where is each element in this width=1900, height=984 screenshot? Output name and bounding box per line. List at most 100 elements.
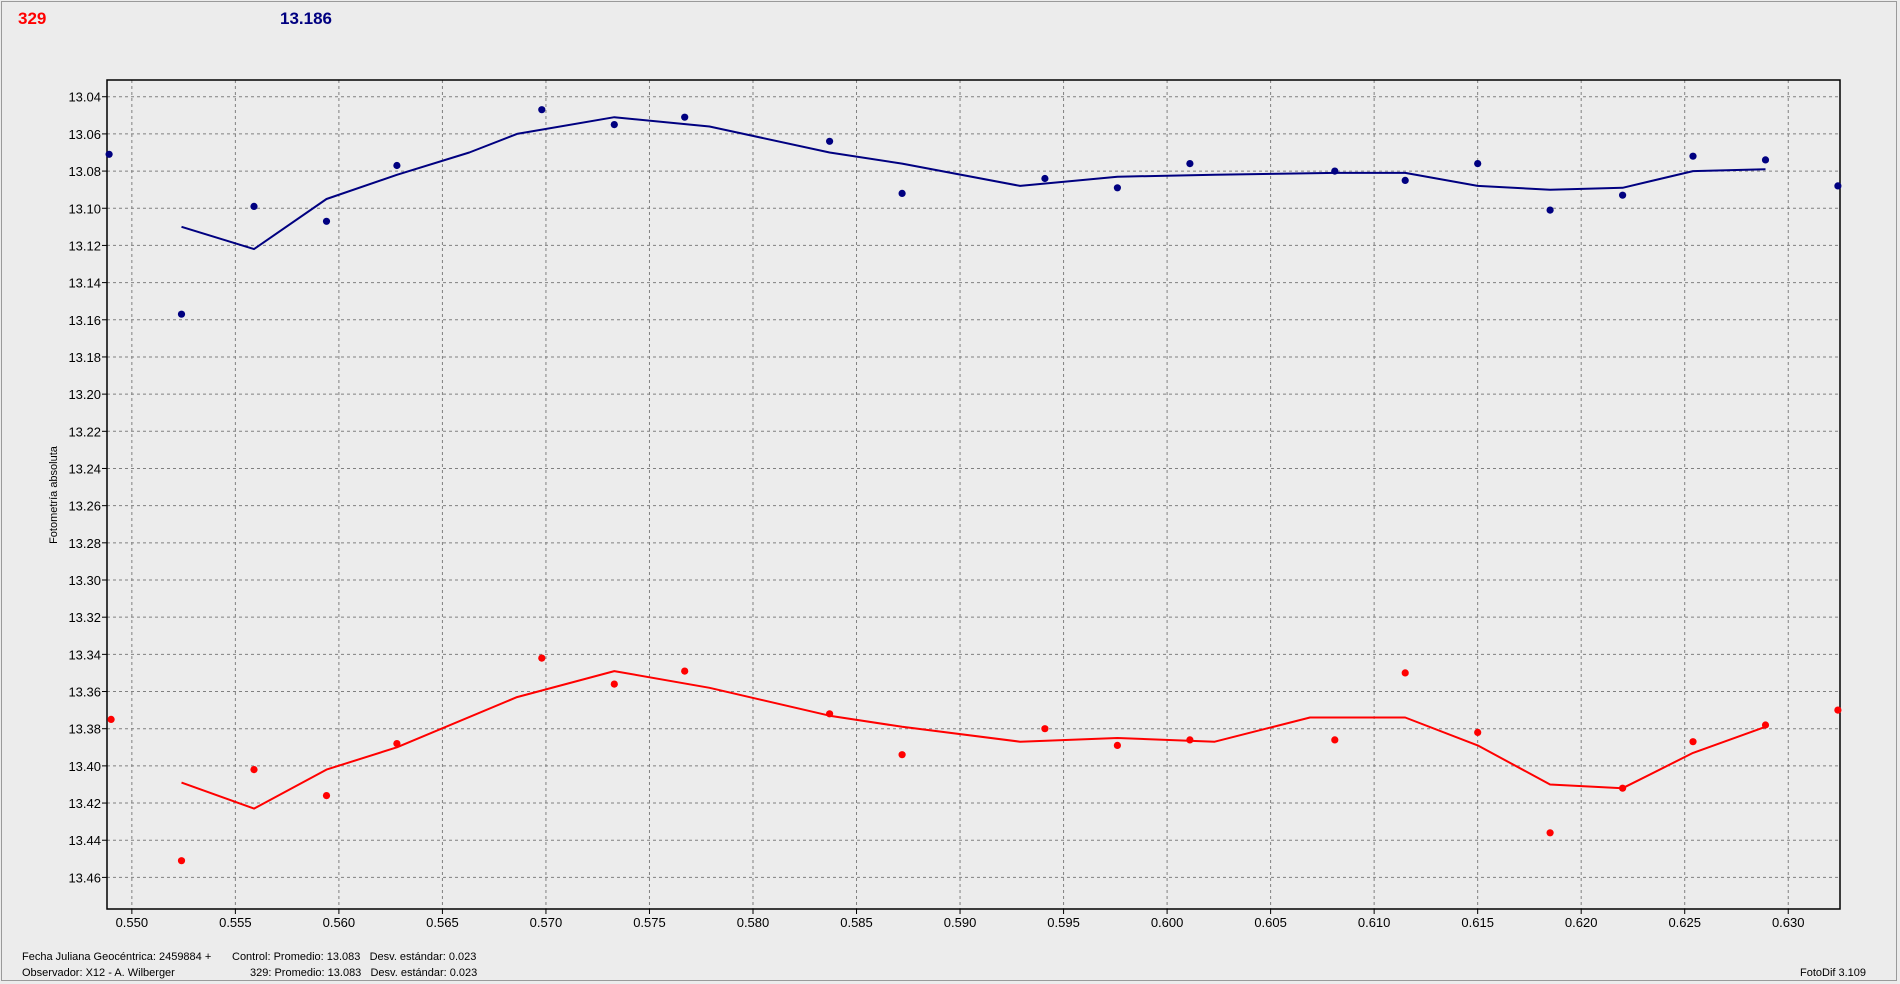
x-tick-label: 0.555	[219, 915, 252, 930]
x-tick-label: 0.595	[1047, 915, 1080, 930]
data-point	[1474, 728, 1482, 737]
target-series	[107, 654, 1842, 865]
date-label: Fecha Juliana Geocéntrica: 2459884 +	[22, 951, 212, 963]
data-point	[1834, 182, 1842, 190]
grid-lines	[107, 80, 1840, 909]
y-tick-label: 13.38	[68, 722, 101, 737]
y-tick-label: 13.10	[68, 201, 101, 216]
data-point	[1113, 184, 1121, 192]
data-point	[826, 137, 834, 145]
series-line	[181, 116, 1766, 251]
y-tick-label: 13.44	[68, 833, 101, 848]
y-tick-label: 13.46	[68, 870, 101, 885]
data-point	[322, 217, 331, 225]
data-point	[538, 654, 546, 662]
data-point	[826, 710, 834, 718]
target-stats: 329: Promedio: 13.083 Desv. estándar: 0.…	[250, 967, 478, 979]
x-tick-label: 0.560	[323, 915, 356, 930]
data-point	[1186, 736, 1194, 744]
data-point	[1113, 741, 1121, 750]
x-tick-label: 0.605	[1254, 915, 1287, 930]
series-layer	[105, 106, 1842, 865]
data-point	[1041, 174, 1049, 183]
x-tick-label: 0.550	[116, 915, 149, 930]
data-point	[250, 202, 258, 210]
target-star-label: 329	[18, 9, 47, 28]
x-tick-label: 0.575	[633, 915, 666, 930]
x-tick-label: 0.565	[426, 915, 459, 930]
y-tick-label: 13.12	[68, 238, 101, 253]
x-tick-label: 0.610	[1358, 915, 1391, 930]
data-point	[1331, 736, 1339, 744]
y-tick-label: 13.18	[68, 350, 101, 365]
data-point	[1689, 738, 1697, 746]
data-point	[1689, 152, 1697, 160]
y-tick-label: 13.16	[68, 313, 101, 328]
data-point	[177, 857, 186, 865]
data-point	[322, 792, 331, 800]
y-axis-ticks: 13.04 13.06 13.08 13.10 13.12 13.14 13.16 13.18…	[68, 90, 107, 885]
data-point	[1834, 706, 1842, 714]
y-tick-label: 13.08	[68, 164, 101, 179]
y-tick-label: 13.28	[68, 536, 101, 551]
y-tick-label: 13.36	[68, 685, 101, 700]
version-label: FotoDif 3.109	[1800, 967, 1867, 979]
data-point	[1186, 160, 1194, 168]
data-point	[393, 740, 401, 748]
y-tick-label: 13.14	[68, 276, 101, 291]
x-tick-label: 0.580	[737, 915, 770, 930]
data-point	[393, 161, 401, 170]
data-point	[610, 121, 618, 129]
data-point	[1761, 156, 1770, 164]
data-point	[1401, 669, 1409, 677]
data-point	[1474, 160, 1482, 168]
x-tick-label: 0.615	[1461, 915, 1494, 930]
data-point	[681, 667, 689, 675]
observer-label: Observador: X12 - A. Wilberger	[22, 967, 175, 979]
data-point	[610, 680, 618, 688]
y-tick-label: 13.30	[68, 573, 101, 588]
y-tick-label: 13.26	[68, 499, 101, 514]
x-tick-label: 0.590	[944, 915, 977, 930]
x-tick-label: 0.625	[1668, 915, 1701, 930]
data-point	[1546, 206, 1554, 214]
y-tick-label: 13.34	[68, 647, 101, 662]
data-point	[105, 150, 113, 158]
x-tick-label: 0.600	[1151, 915, 1184, 930]
data-point	[107, 715, 115, 724]
x-tick-label: 0.630	[1772, 915, 1805, 930]
data-point	[1331, 167, 1339, 175]
control-value-label: 13.186	[280, 9, 332, 28]
y-tick-label: 13.32	[68, 610, 101, 625]
data-point	[681, 113, 689, 121]
data-point	[1619, 191, 1627, 199]
y-tick-label: 13.06	[68, 127, 101, 142]
data-point	[898, 751, 906, 759]
data-point	[1619, 784, 1627, 792]
data-point	[250, 766, 258, 774]
x-tick-label: 0.585	[840, 915, 873, 930]
y-axis-label: Fotometría absoluta	[48, 446, 60, 544]
control-series	[105, 106, 1842, 318]
y-tick-label: 13.40	[68, 759, 101, 774]
y-tick-label: 13.42	[68, 796, 101, 811]
x-tick-label: 0.620	[1565, 915, 1598, 930]
series-line	[181, 670, 1766, 810]
data-point	[1401, 176, 1409, 184]
x-axis-ticks: 0.550 0.555 0.560 0.565 0.570 0.575 0.580 0.585…	[116, 909, 1805, 930]
y-tick-label: 13.04	[68, 90, 101, 105]
plot-area	[106, 79, 1841, 910]
x-tick-label: 0.570	[530, 915, 563, 930]
data-point	[538, 106, 546, 114]
y-tick-label: 13.22	[68, 424, 101, 439]
data-point	[1546, 829, 1554, 837]
control-stats: Control: Promedio: 13.083 Desv. estándar…	[232, 951, 477, 963]
data-point	[177, 310, 186, 318]
data-point	[1041, 725, 1049, 733]
y-tick-label: 13.24	[68, 461, 101, 476]
data-point	[898, 189, 906, 197]
y-tick-label: 13.20	[68, 387, 101, 402]
data-point	[1761, 721, 1770, 729]
